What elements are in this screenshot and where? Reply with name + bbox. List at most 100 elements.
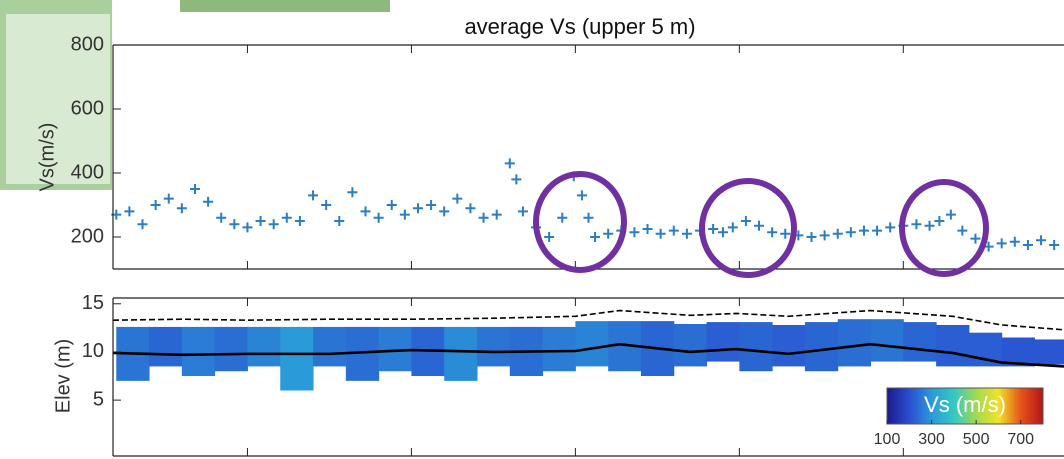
y-axis-label: Elev (m)	[52, 339, 74, 413]
point	[373, 212, 384, 223]
chart-title: average Vs (upper 5 m)	[464, 14, 695, 39]
colorbar-cell	[1013, 388, 1016, 424]
point	[557, 212, 568, 223]
point	[439, 206, 450, 217]
section-column	[1001, 337, 1035, 367]
section-column	[214, 326, 248, 372]
point	[957, 225, 968, 236]
point	[924, 220, 935, 231]
point	[872, 225, 883, 236]
colorbar-tick-label: 300	[918, 431, 945, 448]
point	[452, 193, 463, 204]
colorbar-cell	[1007, 388, 1010, 424]
colorbar-cell	[1003, 388, 1006, 424]
point	[1009, 236, 1020, 247]
y-axis-label: Vs(m/s)	[36, 123, 58, 192]
colorbar-cell	[953, 388, 956, 424]
colorbar-cell	[909, 388, 912, 424]
colorbar-cell	[989, 388, 992, 424]
colorbar-cell	[949, 388, 952, 424]
point	[1049, 240, 1060, 250]
y-tick-label: 600	[71, 97, 104, 119]
point	[308, 190, 319, 201]
colorbar-cell	[923, 388, 926, 424]
point	[242, 222, 253, 233]
colorbar-cell	[977, 388, 980, 424]
highlight-circle	[533, 171, 627, 273]
section-column	[739, 322, 773, 372]
point	[590, 232, 601, 242]
colorbar-cell	[971, 388, 974, 424]
section-column	[804, 322, 839, 372]
point	[603, 228, 614, 239]
colorbar-cell	[937, 388, 940, 424]
colorbar-cell	[981, 388, 984, 424]
point	[858, 225, 869, 236]
colorbar-cell	[901, 388, 904, 424]
point	[576, 190, 587, 201]
colorbar-cell	[915, 388, 918, 424]
point	[1036, 235, 1047, 246]
map-inset-strip	[180, 0, 390, 12]
colorbar-cell	[1009, 388, 1012, 424]
colorbar-tick-label: 500	[963, 431, 990, 448]
colorbar-cell	[1025, 388, 1028, 424]
y-tick-label: 200	[71, 225, 104, 247]
point	[754, 220, 765, 231]
point	[203, 196, 214, 207]
colorbar-tick-label: 700	[1007, 431, 1034, 448]
colorbar-cell	[947, 388, 950, 424]
colorbar-cell	[987, 388, 990, 424]
colorbar-cell	[1033, 388, 1036, 424]
colorbar-cell	[933, 388, 936, 424]
colorbar-cell	[993, 388, 996, 424]
colorbar-cell	[891, 388, 894, 424]
colorbar-cell	[959, 388, 962, 424]
point	[360, 206, 371, 217]
colorbar-cell	[897, 388, 900, 424]
point	[806, 232, 817, 242]
point	[970, 233, 981, 244]
point	[717, 227, 728, 238]
y-tick-label: 15	[82, 292, 104, 314]
point	[412, 203, 423, 214]
colorbar-cell	[943, 388, 946, 424]
plots: 200 400 600 800 Vs (m/s) 100 300 500 700 5 10 15	[71, 33, 1064, 457]
colorbar-cell	[1027, 388, 1030, 424]
section-column	[837, 319, 872, 367]
colorbar-cell	[925, 388, 928, 424]
colorbar-cell	[945, 388, 948, 424]
colorbar-cell	[1015, 388, 1018, 424]
colorbar-cell	[927, 388, 930, 424]
colorbar-cell	[905, 388, 908, 424]
colorbar-cell	[969, 388, 972, 424]
point	[281, 212, 292, 223]
point	[334, 216, 345, 226]
point	[189, 184, 200, 194]
point	[163, 193, 174, 204]
colorbar-cell	[999, 388, 1002, 424]
section-column	[1034, 339, 1064, 365]
y-tick-label: 400	[71, 161, 104, 183]
colorbar-cell	[957, 388, 960, 424]
point	[504, 158, 515, 169]
section-column	[313, 326, 347, 367]
colorbar-cell	[983, 388, 986, 424]
colorbar-cell	[979, 388, 982, 424]
colorbar-cell	[917, 388, 920, 424]
colorbar-cell	[935, 388, 938, 424]
colorbar-cell	[995, 388, 998, 424]
colorbar-cell	[899, 388, 902, 424]
elevation-line	[112, 342, 1064, 368]
colorbar-cell	[907, 388, 910, 424]
colorbar-cell	[893, 388, 896, 424]
colorbar-cell	[973, 388, 976, 424]
point	[216, 212, 227, 223]
point	[655, 228, 666, 239]
point	[668, 225, 679, 236]
point	[681, 228, 692, 239]
point	[885, 222, 896, 233]
colorbar-cell	[1011, 388, 1014, 424]
highlight-circle	[699, 178, 797, 278]
point	[229, 219, 240, 230]
